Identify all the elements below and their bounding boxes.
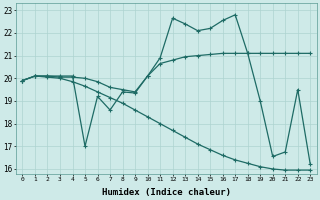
X-axis label: Humidex (Indice chaleur): Humidex (Indice chaleur): [102, 188, 231, 197]
